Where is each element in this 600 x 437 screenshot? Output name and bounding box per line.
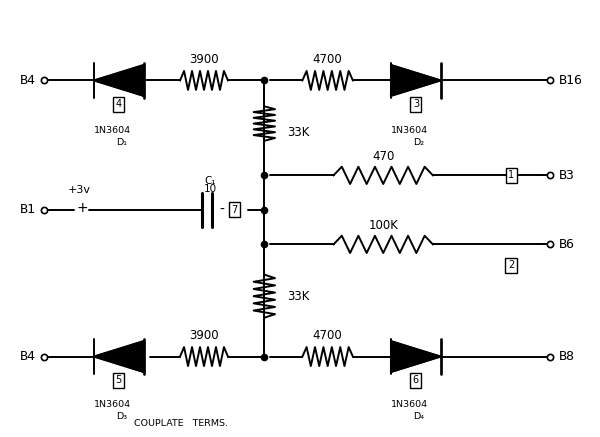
- Text: 4700: 4700: [313, 53, 343, 66]
- Text: B4: B4: [19, 74, 35, 87]
- Text: 6: 6: [413, 375, 419, 385]
- Text: 3: 3: [413, 99, 419, 109]
- Text: +: +: [76, 201, 88, 215]
- Polygon shape: [94, 65, 143, 96]
- Text: 3900: 3900: [189, 329, 219, 342]
- Text: B8: B8: [559, 350, 575, 363]
- Text: B4: B4: [19, 350, 35, 363]
- Text: 1N3604: 1N3604: [94, 125, 131, 135]
- Text: D₁: D₁: [116, 139, 127, 148]
- Text: 4: 4: [116, 99, 122, 109]
- Text: 1N3604: 1N3604: [94, 399, 131, 409]
- Text: B6: B6: [559, 238, 575, 251]
- Text: 1N3604: 1N3604: [391, 125, 428, 135]
- Text: -: -: [219, 203, 224, 217]
- Text: 33K: 33K: [287, 126, 309, 139]
- Polygon shape: [391, 341, 441, 372]
- Text: B3: B3: [559, 169, 575, 182]
- Text: D₃: D₃: [116, 413, 127, 421]
- Text: 5: 5: [116, 375, 122, 385]
- Polygon shape: [391, 65, 441, 96]
- Text: 7: 7: [232, 205, 238, 215]
- Text: D₄: D₄: [413, 413, 424, 421]
- Text: 1: 1: [508, 170, 514, 180]
- Text: 33K: 33K: [287, 290, 309, 303]
- Text: D₂: D₂: [413, 139, 424, 148]
- Text: COUPLATE   TERMS.: COUPLATE TERMS.: [134, 419, 227, 428]
- Text: 10: 10: [203, 184, 217, 194]
- Text: 100K: 100K: [368, 219, 398, 232]
- Text: B1: B1: [19, 203, 35, 216]
- Text: 3900: 3900: [189, 53, 219, 66]
- Text: C₁: C₁: [204, 176, 216, 186]
- Text: B16: B16: [559, 74, 583, 87]
- Text: 470: 470: [372, 150, 394, 163]
- Text: 1N3604: 1N3604: [391, 399, 428, 409]
- Text: 2: 2: [508, 260, 514, 270]
- Polygon shape: [94, 341, 143, 372]
- Text: 4700: 4700: [313, 329, 343, 342]
- Text: +3v: +3v: [68, 185, 91, 195]
